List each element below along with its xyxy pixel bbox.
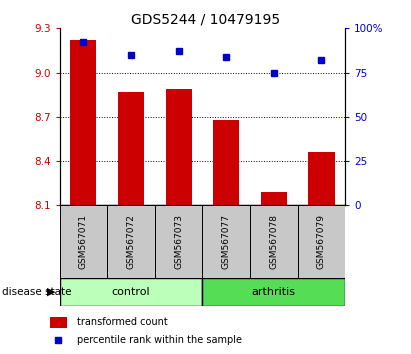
Text: GSM567078: GSM567078 <box>269 214 278 269</box>
Bar <box>202 205 250 278</box>
Bar <box>70 40 97 205</box>
Text: transformed count: transformed count <box>77 318 168 327</box>
Bar <box>155 205 202 278</box>
Text: ▶: ▶ <box>47 287 55 297</box>
Text: GDS5244 / 10479195: GDS5244 / 10479195 <box>131 12 280 27</box>
Bar <box>261 192 287 205</box>
Bar <box>60 205 107 278</box>
Text: GSM567079: GSM567079 <box>317 214 326 269</box>
Text: disease state: disease state <box>2 287 72 297</box>
Text: control: control <box>112 287 150 297</box>
Bar <box>49 317 67 328</box>
Bar <box>107 205 155 278</box>
Text: GSM567071: GSM567071 <box>79 214 88 269</box>
Bar <box>308 152 335 205</box>
Bar <box>166 89 192 205</box>
Text: arthritis: arthritis <box>252 287 296 297</box>
Bar <box>202 278 345 306</box>
Bar <box>298 205 345 278</box>
Bar <box>250 205 298 278</box>
Bar <box>213 120 239 205</box>
Text: GSM567077: GSM567077 <box>222 214 231 269</box>
Bar <box>118 92 144 205</box>
Text: GSM567073: GSM567073 <box>174 214 183 269</box>
Text: GSM567072: GSM567072 <box>127 214 136 269</box>
Text: percentile rank within the sample: percentile rank within the sample <box>77 335 242 344</box>
Bar <box>60 278 202 306</box>
